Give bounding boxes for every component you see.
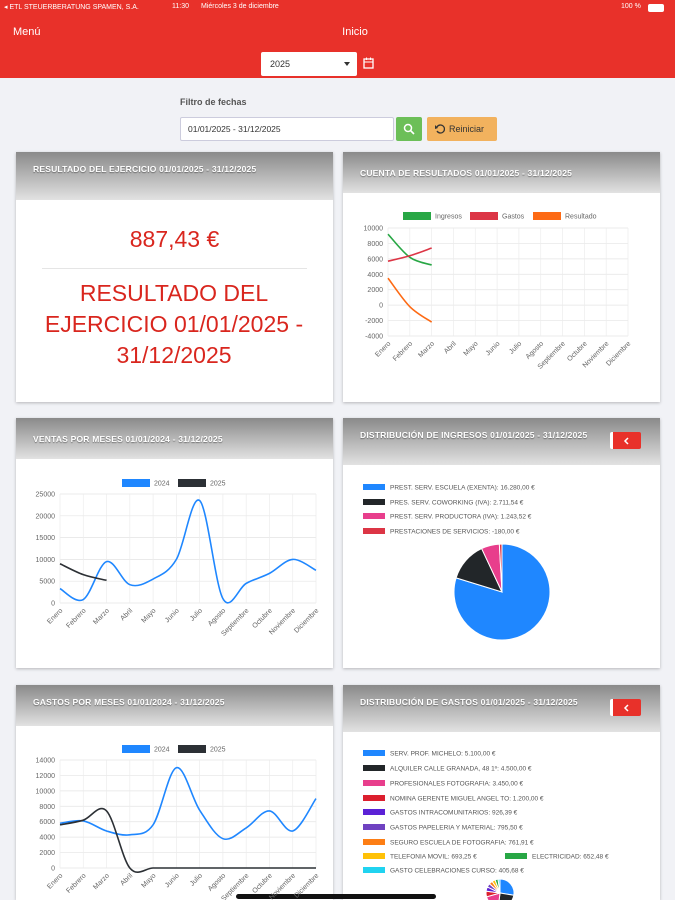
toggle-button[interactable] [610, 432, 641, 449]
card-header [16, 685, 333, 726]
reset-label: Reiniciar [449, 124, 485, 134]
chart-card: VENTAS POR MESES 01/01/2024 - 31/12/2025 [16, 418, 333, 668]
chevron-icon [623, 437, 629, 445]
card-title: RESULTADO DEL EJERCICIO 01/01/2025 - 31/… [33, 164, 257, 174]
chart-card: DISTRIBUCIÓN DE INGRESOS 01/01/2025 - 31… [343, 418, 660, 668]
status-battery: 100 % [621, 3, 641, 10]
chart-card: CUENTA DE RESULTADOS 01/01/2025 - 31/12/… [343, 152, 660, 402]
result-amount: 887,43 € [129, 226, 220, 252]
menu-button[interactable]: Menú [13, 26, 41, 38]
result-card: RESULTADO DEL EJERCICIO 01/01/2025 - 31/… [16, 152, 333, 402]
calendar-icon[interactable] [363, 57, 375, 69]
status-date: Miércoles 3 de diciembre [201, 3, 279, 10]
separator [42, 268, 307, 269]
reset-button[interactable]: Reiniciar [427, 117, 497, 141]
home-indicator [236, 894, 436, 899]
status-time: 11:30 [172, 3, 189, 10]
card-header [16, 152, 333, 200]
card-header [343, 685, 660, 732]
chart-card: GASTOS POR MESES 01/01/2024 - 31/12/2025 [16, 685, 333, 900]
date-range-input[interactable]: 01/01/2025 - 31/12/2025 [180, 117, 394, 141]
result-heading: RESULTADO DEL EJERCICIO 01/01/2025 - 31/… [44, 280, 304, 368]
card-title: DISTRIBUCIÓN DE INGRESOS 01/01/2025 - 31… [360, 430, 588, 440]
toggle-button[interactable] [610, 699, 641, 716]
year-value: 2025 [270, 59, 291, 69]
card-title: VENTAS POR MESES 01/01/2024 - 31/12/2025 [33, 434, 223, 444]
year-select[interactable]: 2025 [261, 52, 357, 76]
reset-icon [435, 124, 445, 134]
card-title: CUENTA DE RESULTADOS 01/01/2025 - 31/12/… [360, 168, 573, 178]
status-carrier: ◂ ETL STEUERBERATUNG SPAMEN, S.A. [4, 4, 139, 11]
chart-card: DISTRIBUCIÓN DE GASTOS 01/01/2025 - 31/1… [343, 685, 660, 900]
page-title: Inicio [342, 26, 368, 38]
card-header [16, 418, 333, 459]
filter-label: Filtro de fechas [180, 97, 247, 107]
date-range-value: 01/01/2025 - 31/12/2025 [188, 124, 281, 134]
chevron-icon [623, 704, 629, 712]
select-caret [344, 62, 350, 66]
card-title: DISTRIBUCIÓN DE GASTOS 01/01/2025 - 31/1… [360, 697, 578, 707]
battery-icon [648, 4, 664, 12]
search-button[interactable] [396, 117, 422, 141]
card-header [343, 418, 660, 465]
card-header [343, 152, 660, 193]
search-icon [403, 123, 415, 135]
card-title: GASTOS POR MESES 01/01/2024 - 31/12/2025 [33, 697, 225, 707]
